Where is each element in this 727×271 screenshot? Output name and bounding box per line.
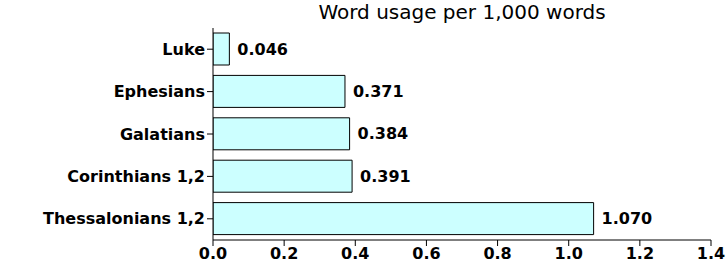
svg-text:0.0: 0.0 <box>199 244 227 263</box>
svg-text:0.4: 0.4 <box>341 244 369 263</box>
svg-text:1.4: 1.4 <box>697 244 719 263</box>
svg-text:0.8: 0.8 <box>483 244 511 263</box>
svg-text:0.6: 0.6 <box>412 244 440 263</box>
svg-text:Luke: Luke <box>162 40 205 59</box>
svg-text:1.070: 1.070 <box>602 209 653 228</box>
svg-text:0.046: 0.046 <box>237 40 288 59</box>
svg-text:1.2: 1.2 <box>626 244 654 263</box>
svg-text:0.371: 0.371 <box>353 82 404 101</box>
svg-text:1.0: 1.0 <box>555 244 583 263</box>
svg-text:Thessalonians 1,2: Thessalonians 1,2 <box>43 209 205 228</box>
svg-text:Corinthians 1,2: Corinthians 1,2 <box>67 167 205 186</box>
html-text:Word usage per 1,000 words: Word usage per 1,000 words <box>318 0 606 24</box>
svg-text:0.2: 0.2 <box>270 244 298 263</box>
svg-text:Galatians: Galatians <box>120 125 205 144</box>
svg-text:0.384: 0.384 <box>358 124 409 143</box>
svg-text:Ephesians: Ephesians <box>114 82 205 101</box>
svg-text:0.391: 0.391 <box>360 167 411 186</box>
